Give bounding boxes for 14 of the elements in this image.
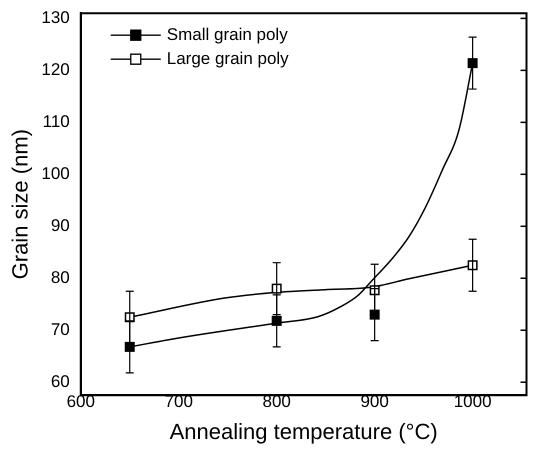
y-tick-label: 130	[41, 8, 70, 28]
y-tick-label: 90	[50, 216, 70, 235]
y-tick-label: 110	[42, 112, 70, 132]
y-tick-label: 80	[50, 268, 70, 287]
legend-label: Large grain poly	[166, 48, 290, 68]
x-axis-title: Annealing temperature (°C)	[170, 418, 438, 444]
y-axis-title: Grain size (nm)	[7, 129, 32, 280]
legend-label: Small grain poly	[166, 24, 288, 44]
y-tick-label: 100	[41, 164, 70, 184]
x-tick-label: 600	[66, 392, 95, 412]
y-tick-label: 60	[50, 372, 70, 391]
y-tick-label: 70	[50, 320, 70, 339]
point	[468, 58, 478, 68]
y-tick-label: 120	[41, 60, 70, 80]
